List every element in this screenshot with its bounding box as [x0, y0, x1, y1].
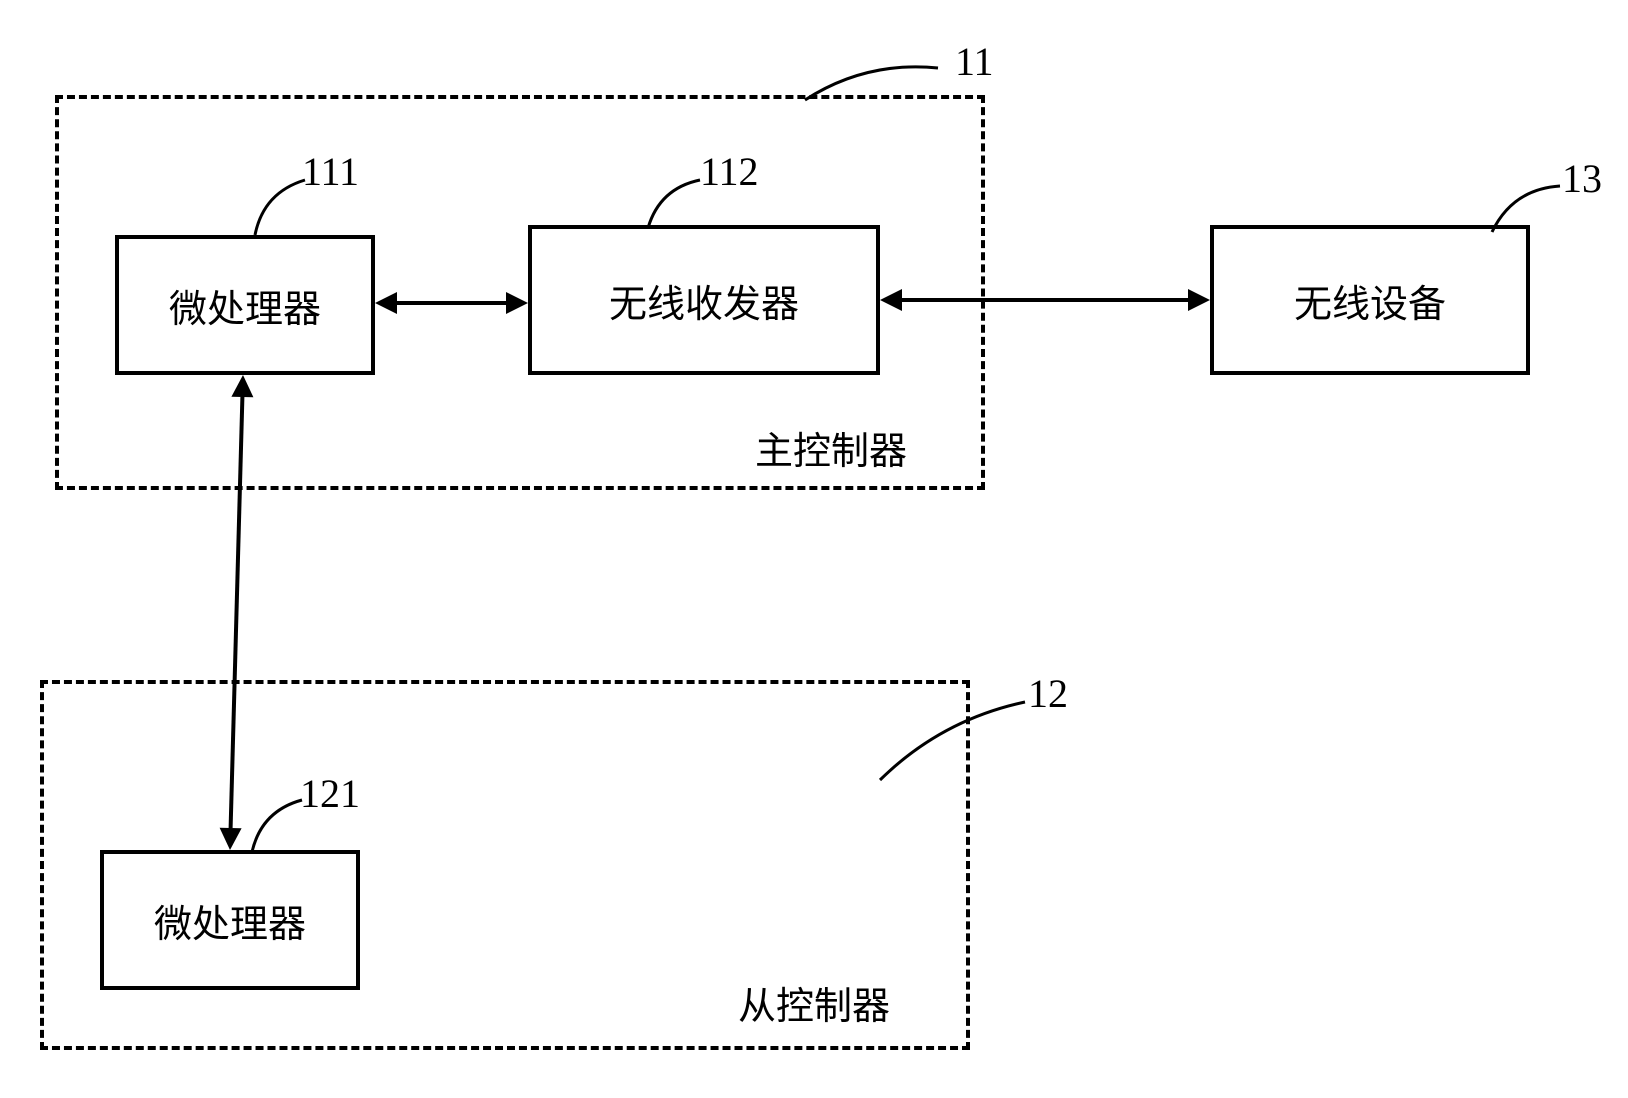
- ref-number-13: 13: [1562, 155, 1602, 202]
- ref-number-111: 111: [302, 148, 359, 195]
- wireless-device-block: 无线设备: [1210, 225, 1530, 375]
- slave-microprocessor-label: 微处理器: [154, 893, 306, 948]
- ref-number-121: 121: [300, 770, 360, 817]
- wireless-transceiver-block: 无线收发器: [528, 225, 880, 375]
- ref-number-11: 11: [955, 38, 994, 85]
- wireless-device-label: 无线设备: [1294, 273, 1446, 328]
- ref-number-112: 112: [700, 148, 759, 195]
- diagram-container: 主控制器 微处理器 无线收发器 从控制器 微处理器 无线设备 11 111 11…: [0, 0, 1628, 1098]
- slave-microprocessor-block: 微处理器: [100, 850, 360, 990]
- ref-number-12: 12: [1028, 670, 1068, 717]
- slave-controller-caption: 从控制器: [738, 975, 890, 1030]
- main-microprocessor-label: 微处理器: [169, 278, 321, 333]
- main-controller-caption: 主控制器: [755, 420, 907, 475]
- main-microprocessor-block: 微处理器: [115, 235, 375, 375]
- wireless-transceiver-label: 无线收发器: [609, 273, 799, 328]
